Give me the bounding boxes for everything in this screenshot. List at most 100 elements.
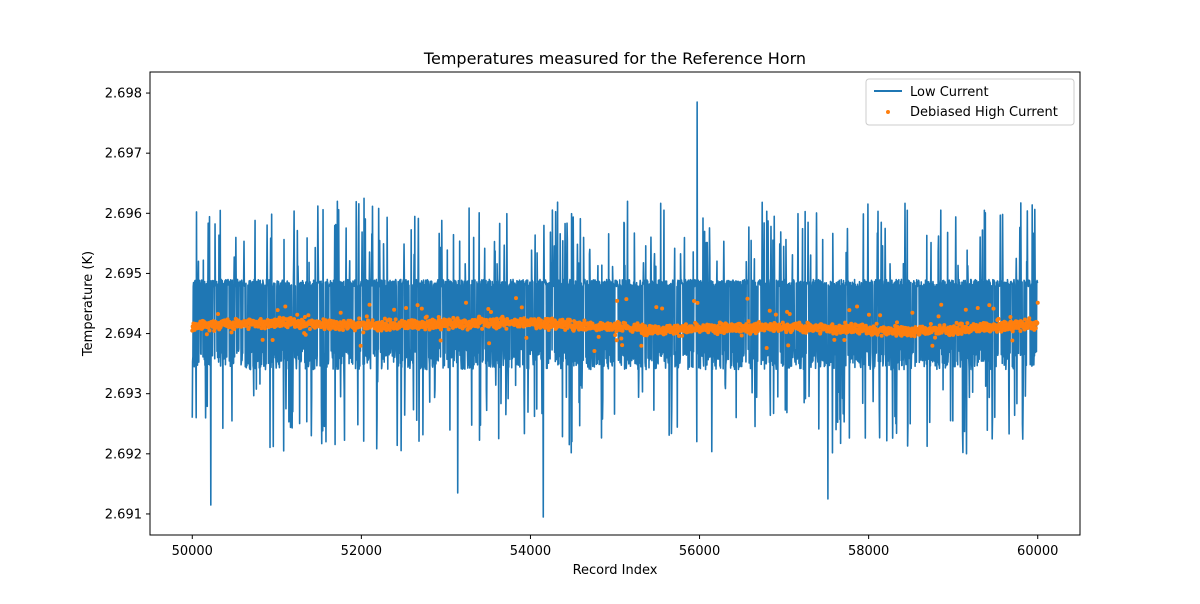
scatter-point (866, 312, 871, 317)
scatter-point (654, 305, 659, 310)
scatter-point (764, 345, 769, 350)
scatter-point (246, 325, 251, 330)
scatter-point (834, 331, 839, 336)
scatter-point (959, 321, 964, 326)
scatter-point (546, 327, 551, 332)
scatter-point (327, 327, 332, 332)
scatter-point (619, 336, 624, 341)
scatter-point (568, 318, 573, 323)
x-tick-label: 56000 (679, 544, 720, 559)
scatter-point (899, 333, 904, 338)
scatter-point (855, 304, 860, 309)
scatter-point (937, 323, 942, 328)
scatter-point (283, 304, 288, 309)
scatter-point (1033, 326, 1038, 331)
scatter-point (522, 316, 527, 321)
scatter-point (475, 324, 480, 329)
scatter-point (1010, 338, 1015, 343)
legend: Low Current Debiased High Current (865, 78, 1075, 126)
legend-entry-low-current: Low Current (910, 85, 989, 100)
scatter-point (338, 310, 343, 315)
scatter-point (306, 313, 311, 318)
x-axis: 50000 52000 54000 56000 58000 60000 (172, 535, 1058, 559)
scatter-point (315, 324, 320, 329)
scatter-point (959, 331, 964, 336)
scatter-point (424, 314, 429, 319)
scatter-point (393, 317, 398, 322)
scatter-point (358, 343, 363, 348)
scatter-point (939, 302, 944, 307)
scatter-point (677, 333, 682, 338)
scatter-point (695, 300, 700, 305)
scatter-point (739, 333, 744, 338)
scatter-point (639, 343, 644, 348)
scatter-point (886, 331, 891, 336)
scatter-point (1035, 300, 1040, 305)
scatter-point (229, 330, 234, 335)
x-tick-label: 58000 (848, 544, 889, 559)
scatter-point (504, 326, 509, 331)
scatter-point (480, 326, 485, 331)
scatter-point (277, 315, 282, 320)
scatter-point (216, 312, 221, 316)
scatter-point (519, 305, 524, 310)
scatter-point (818, 329, 823, 334)
scatter-point (544, 325, 549, 330)
scatter-point (894, 333, 899, 338)
scatter-point (879, 333, 884, 338)
scatter-point (928, 321, 933, 326)
scatter-point (786, 343, 791, 348)
scatter-point (419, 306, 424, 311)
scatter-point (842, 338, 847, 343)
scatter-point (942, 323, 947, 328)
scatter-point (514, 296, 518, 301)
scatter-point (487, 341, 492, 346)
scatter-point (692, 299, 697, 304)
scatter-point (965, 321, 970, 326)
scatter-point (438, 338, 443, 343)
scatter-point (936, 314, 941, 319)
scatter-point (1035, 321, 1040, 326)
x-tick-label: 52000 (341, 544, 382, 559)
scatter-point (878, 313, 883, 318)
x-axis-label: Record Index (573, 563, 658, 578)
series-debiased-high-current (190, 296, 1040, 353)
y-axis: 2.691 2.692 2.693 2.694 2.695 2.696 2.697 2.698 (105, 87, 150, 522)
scatter-point (660, 306, 665, 311)
scatter-point (683, 322, 688, 327)
y-tick-label: 2.694 (105, 327, 142, 342)
scatter-point (680, 333, 685, 338)
scatter-point (895, 320, 900, 325)
scatter-point (613, 333, 618, 338)
scatter-point (582, 318, 587, 323)
scatter-point (784, 330, 789, 335)
legend-entry-debiased-high-current: Debiased High Current (910, 105, 1058, 120)
scatter-point (275, 308, 280, 313)
scatter-point (592, 348, 597, 353)
scatter-point (364, 314, 369, 319)
scatter-point (524, 335, 529, 340)
scatter-point (212, 328, 217, 333)
scatter-point (773, 312, 778, 317)
scatter-point (756, 320, 761, 325)
y-tick-label: 2.693 (105, 387, 142, 402)
scatter-point (963, 307, 968, 312)
y-axis-label: Temperature (K) (81, 251, 96, 357)
x-tick-label: 60000 (1017, 544, 1058, 559)
scatter-point (780, 320, 785, 325)
y-tick-label: 2.696 (105, 207, 142, 222)
scatter-point (975, 305, 980, 310)
scatter-point (667, 323, 672, 328)
scatter-point (1023, 317, 1028, 322)
chart-title: Temperatures measured for the Reference … (423, 49, 806, 68)
scatter-point (596, 334, 601, 339)
scatter-point (618, 323, 623, 328)
scatter-point (991, 306, 996, 311)
scatter-point (615, 298, 620, 303)
scatter-point (367, 302, 372, 307)
scatter-point (404, 305, 409, 310)
scatter-point (521, 324, 526, 329)
scatter-point (232, 327, 237, 332)
